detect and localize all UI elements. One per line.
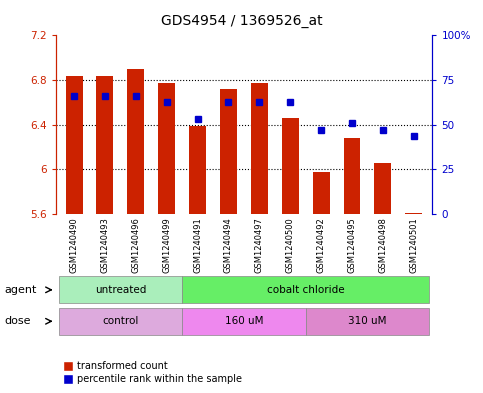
Text: agent: agent — [5, 285, 37, 295]
FancyBboxPatch shape — [182, 308, 306, 335]
Bar — [158, 83, 175, 214]
Bar — [189, 126, 206, 214]
FancyBboxPatch shape — [306, 308, 429, 335]
Text: control: control — [102, 316, 139, 326]
Bar — [220, 89, 237, 214]
FancyBboxPatch shape — [58, 276, 182, 303]
Bar — [97, 75, 114, 214]
Text: 310 uM: 310 uM — [348, 316, 387, 326]
Text: GDS4954 / 1369526_at: GDS4954 / 1369526_at — [161, 14, 322, 28]
FancyBboxPatch shape — [182, 276, 429, 303]
Text: untreated: untreated — [95, 285, 146, 295]
Bar — [374, 163, 391, 214]
Bar — [313, 172, 329, 214]
FancyBboxPatch shape — [58, 308, 182, 335]
Bar — [251, 83, 268, 214]
Legend: transformed count, percentile rank within the sample: transformed count, percentile rank withi… — [60, 358, 246, 388]
Bar — [128, 69, 144, 214]
Bar — [405, 213, 422, 214]
Bar — [343, 138, 360, 214]
Bar — [66, 75, 83, 214]
Text: cobalt chloride: cobalt chloride — [267, 285, 344, 295]
Bar — [282, 118, 298, 214]
Text: dose: dose — [5, 316, 31, 326]
Text: 160 uM: 160 uM — [225, 316, 263, 326]
